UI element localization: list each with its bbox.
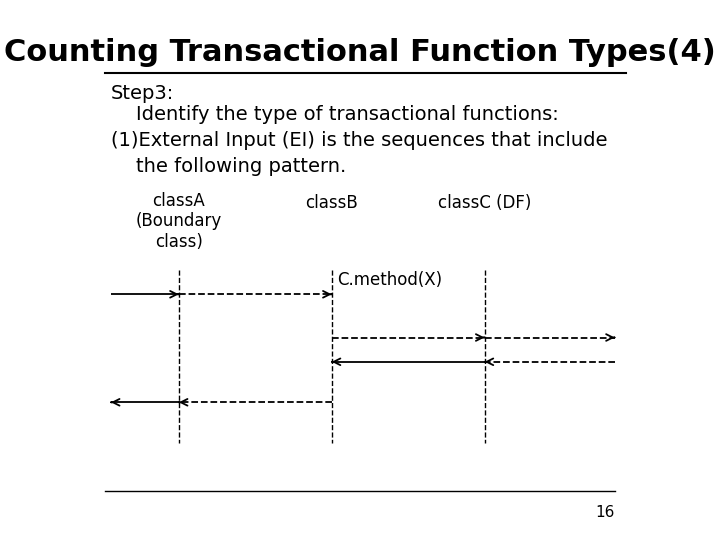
Text: classB: classB xyxy=(305,194,358,212)
Text: (1)External Input (EI) is the sequences that include: (1)External Input (EI) is the sequences … xyxy=(111,131,608,150)
Text: Step3:: Step3: xyxy=(111,84,174,103)
Text: classA
(Boundary
class): classA (Boundary class) xyxy=(135,192,222,251)
Text: C.method(X): C.method(X) xyxy=(338,271,443,289)
Text: 16: 16 xyxy=(595,505,615,520)
Text: Identify the type of transactional functions:: Identify the type of transactional funct… xyxy=(111,105,559,124)
Text: the following pattern.: the following pattern. xyxy=(111,157,346,176)
Text: Counting Transactional Function Types(4): Counting Transactional Function Types(4) xyxy=(4,38,716,67)
Text: classC (DF): classC (DF) xyxy=(438,194,531,212)
